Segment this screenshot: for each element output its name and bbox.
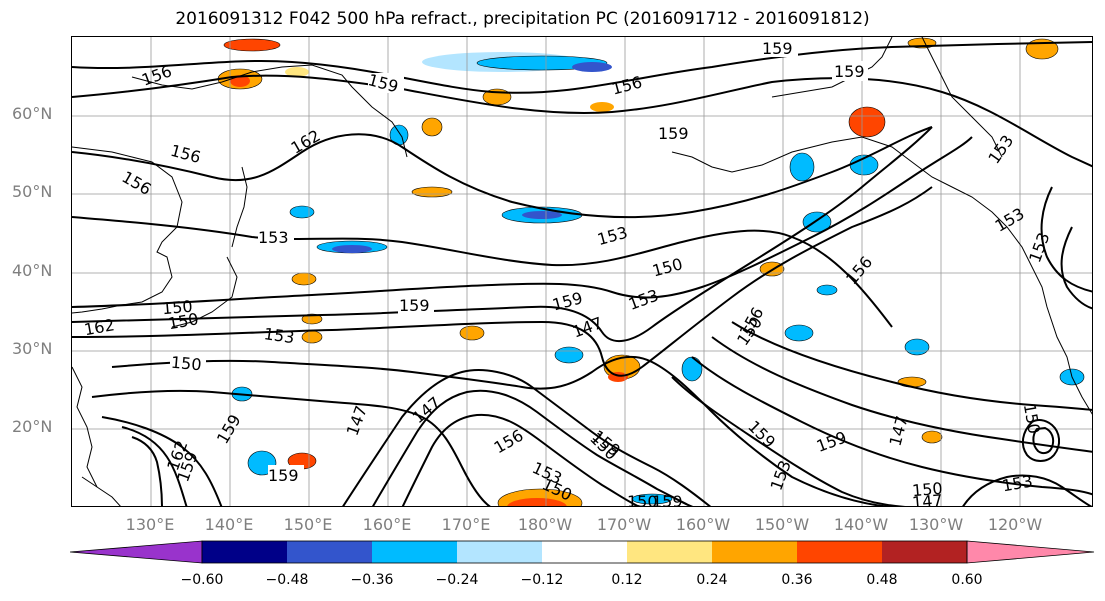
contour-label: 147: [570, 313, 605, 341]
lon-label: 140°E: [204, 515, 254, 534]
lat-label: 50°N: [12, 182, 53, 201]
lon-label: 170°W: [596, 515, 652, 534]
contour-label: 150: [170, 353, 202, 375]
contour-label: 153: [263, 324, 296, 347]
colorbar-tick: 0.60: [951, 572, 983, 588]
colorbar-segment: [712, 541, 797, 563]
contour-label: 150: [161, 297, 193, 319]
lon-label: 140°W: [833, 515, 889, 534]
contour-label: 153: [258, 228, 289, 247]
colorbar-segment: [882, 541, 967, 563]
contour-label: 150: [586, 429, 621, 464]
lat-label: 20°N: [12, 417, 53, 436]
colorbar-extend-high: [966, 540, 1095, 564]
contour-label: 156: [168, 141, 202, 167]
contour-label: 153: [984, 131, 1017, 167]
lon-label: 160°E: [362, 515, 412, 534]
precip-shading: [217, 37, 1085, 506]
lon-label: 120°W: [987, 515, 1043, 534]
map-title: 2016091312 F042 500 hPa refract., precip…: [175, 9, 870, 29]
colorbar-segment: [627, 541, 712, 563]
contour-label: 147: [911, 491, 943, 507]
colorbar-segment: [542, 541, 627, 563]
contour-label: 150: [1020, 402, 1044, 435]
contour-label: 150: [627, 492, 658, 507]
colorbar-segment: [287, 541, 372, 563]
contour-label: 153: [595, 223, 629, 249]
lon-label: 170°E: [441, 515, 491, 534]
contour-label: 159: [268, 466, 299, 485]
contour-label: 147: [886, 414, 912, 448]
colorbar-tick: −0.36: [350, 572, 394, 588]
colorbar-segment: [457, 541, 542, 563]
contour-label: 159: [834, 62, 865, 81]
colorbar-segment: [797, 541, 882, 563]
contour-label: 162: [83, 315, 116, 339]
lat-label: 60°N: [12, 104, 53, 123]
contour-label: 159: [550, 288, 584, 314]
colorbar-tick: 0.48: [866, 572, 898, 588]
contour-label: 162: [288, 126, 324, 158]
graticule: [72, 37, 1092, 506]
map-canvas: 159 159 156 156 159 162 156 156 159 153 …: [72, 37, 1092, 507]
colorbar-segment: [372, 541, 457, 563]
lon-label: 150°E: [283, 515, 333, 534]
contour-label: 156: [610, 72, 644, 98]
colorbar-tick: 0.12: [611, 572, 643, 588]
contour-label: 153: [1001, 471, 1034, 495]
colorbar: [70, 540, 1095, 564]
colorbar-tick: −0.12: [520, 572, 564, 588]
coastlines: [72, 37, 1092, 506]
contour-labels: 159 159 156 156 159 162 156 156 159 153 …: [83, 37, 1053, 507]
colorbar-segment: [202, 541, 287, 563]
contour-label: 156: [842, 253, 876, 289]
lon-label: 130°E: [125, 515, 175, 534]
contour-label: 147: [409, 393, 445, 427]
contour-label: 159: [658, 124, 689, 143]
contour-label: 150: [650, 254, 684, 280]
contour-label: 159: [399, 296, 430, 315]
contour-label: 150: [167, 309, 200, 333]
contour-label: 150: [911, 479, 943, 501]
contour-label: 147: [343, 403, 371, 438]
colorbar-tick: −0.24: [435, 572, 479, 588]
map-area: 159 159 156 156 159 162 156 156 159 153 …: [71, 36, 1093, 507]
colorbar-tick: 0.36: [781, 572, 813, 588]
colorbar-tick: −0.60: [180, 572, 224, 588]
lat-label: 40°N: [12, 261, 53, 280]
contour-label: 159: [814, 428, 849, 456]
contour-label: 159: [652, 492, 683, 507]
lon-label: 150°W: [754, 515, 810, 534]
colorbar-extend-low: [70, 540, 203, 564]
lon-label: 160°W: [675, 515, 731, 534]
refractivity-contours: [72, 41, 1092, 506]
colorbar-tick: 0.24: [696, 572, 728, 588]
contour-label: 156: [491, 426, 527, 458]
colorbar-tick: −0.48: [265, 572, 309, 588]
contour-label: 153: [626, 286, 661, 314]
lon-label: 130°W: [908, 515, 964, 534]
lon-label: 180°W: [517, 515, 573, 534]
lat-label: 30°N: [12, 339, 53, 358]
contour-label: 159: [762, 39, 793, 58]
